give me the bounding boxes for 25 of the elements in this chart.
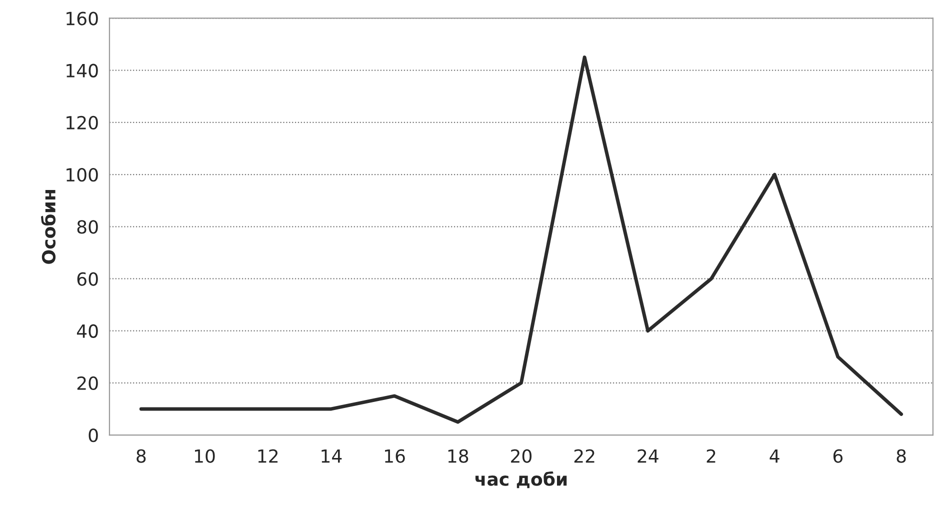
x-tick-label: 20 [511, 449, 532, 463]
x-tick-label: 8 [896, 449, 906, 463]
x-tick-label: 4 [770, 449, 780, 463]
x-tick-label: 16 [385, 449, 405, 463]
x-axis-title: час доби [475, 471, 567, 488]
x-tick-label: 6 [833, 449, 843, 463]
x-tick-label: 24 [638, 449, 658, 463]
x-tick-label: 12 [258, 449, 278, 463]
y-tick-label: 60 [77, 272, 98, 286]
y-tick-label: 100 [66, 168, 98, 182]
x-tick-label: 14 [322, 449, 342, 463]
y-tick-label: 20 [77, 376, 98, 390]
y-axis-title: Особин [40, 190, 56, 264]
y-tick-label: 40 [76, 324, 98, 338]
y-tick-label: 160 [66, 12, 98, 26]
x-tick-label: 10 [194, 449, 215, 463]
y-tick-label: 80 [77, 220, 98, 234]
x-tick-label: 22 [574, 449, 594, 463]
line-series [139, 56, 904, 424]
x-tick-label: 2 [706, 449, 716, 463]
y-tick-label: 140 [66, 64, 98, 78]
y-tick-label: 120 [66, 116, 98, 130]
x-tick-label: 8 [136, 449, 146, 463]
x-tick-label: 18 [448, 449, 468, 463]
y-tick-label: 0 [88, 428, 98, 442]
